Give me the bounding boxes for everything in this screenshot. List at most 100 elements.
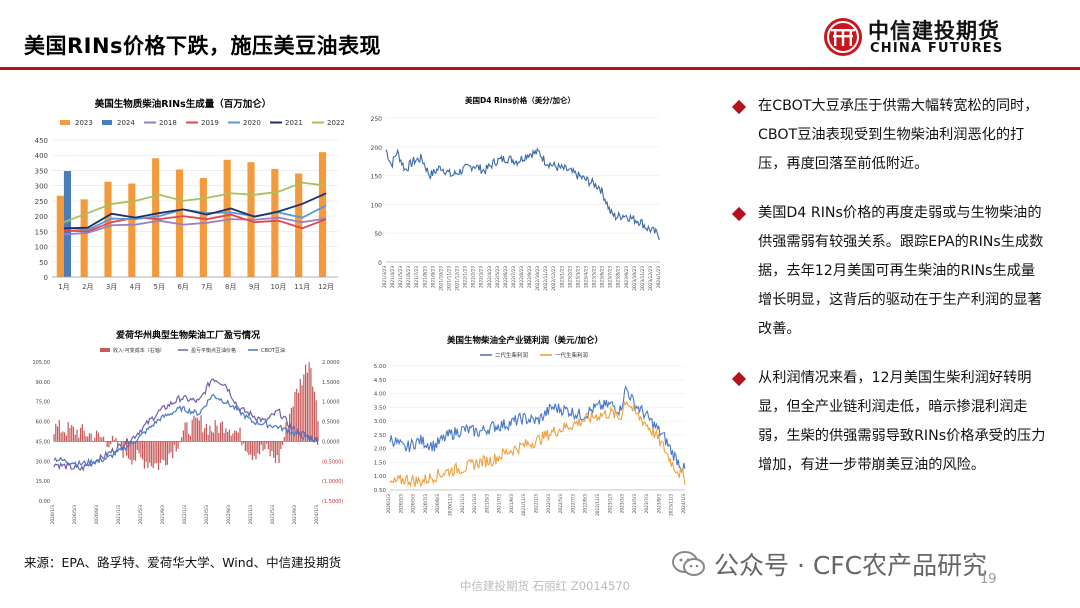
right-y-tick-label: 1.0000 [322,400,340,406]
margin-bar [228,429,231,442]
left-y-tick-label: 0.00 [39,499,50,505]
margin-bar [266,441,268,444]
margin-bar [165,441,167,466]
price-line [385,147,661,240]
margin-bar [87,436,89,442]
margin-bar [242,441,245,444]
x-tick-label: 2022/5/3 [204,505,210,525]
x-tick-label: 2022/4/23 [487,266,493,288]
margin-bar [172,441,174,459]
x-tick-label: 2022/5/3 [558,494,564,514]
margin-bar [106,441,108,448]
bar-2023 [104,181,112,277]
bullet-text: 美国D4 RINs价格的再度走弱或与生物柴油的供强需弱有较强关系。跟踪EPA的R… [758,205,1044,337]
margin-bar [111,435,114,442]
bullet-item: 从利润情况来看，12月美国生柴利润好转明显，但全产业链利润走低，暗示掺混利润走弱… [731,364,1048,480]
y-tick-label: 2.50 [374,433,387,439]
y-tick-label: 450 [35,137,48,145]
page-title: 美国RINs价格下跌，施压美豆油表现 [24,34,382,58]
x-tick-label: 2021/1/3 [460,494,466,514]
bar-2023 [318,152,327,277]
y-tick-label: 400 [35,152,48,160]
x-tick-label: 2020/9/3 [435,494,441,514]
bar-2023 [152,158,160,277]
x-tick-label: 2023/3/23 [575,266,581,288]
margin-bar [234,430,236,442]
y-tick-label: 250 [371,116,383,123]
margin-bar [150,441,153,467]
x-tick-label: 2021/9/23 [430,266,436,288]
margin-bar [306,372,308,442]
margin-bar [62,431,64,442]
margin-bar [175,441,177,452]
x-tick-label: 2023/12/23 [648,266,654,291]
cbot-line [53,393,319,467]
y-tick-label: 3.50 [374,405,387,411]
margin-bar [211,431,213,442]
y-tick-label: 50 [374,231,382,238]
x-tick-label: 2022/1/23 [463,266,469,288]
margin-bar [250,441,252,455]
margin-bar [273,441,275,458]
margin-bar [124,441,126,445]
x-tick-label: 2021/3/3 [472,494,478,514]
legend-label: 收入-可变成本（右轴） [113,347,165,354]
x-tick-label: 2021/1/3 [116,505,122,525]
x-tick-label: 2020/1/3 [50,505,56,525]
source-note: 来源：EPA、路孚特、爱荷华大学、Wind、中信建投期货 [24,555,342,570]
x-tick-label: 2022/1/3 [182,505,188,525]
margin-bar [235,431,238,442]
margin-bar [189,435,192,442]
bar-2023 [295,173,303,277]
margin-bar [140,441,142,458]
x-tick-label: 2023/3/3 [620,494,626,514]
x-tick-label: 2022/9/23 [527,266,533,288]
d4-rins-price-chart: 美国D4 Rins价格（美分/加仑） 0 50 100 150 200 250 2021/3/… [371,95,662,291]
x-tick-label: 6月 [177,283,188,291]
margin-bar [248,441,250,455]
margin-bar [74,434,76,442]
x-tick-label: 2021/10/23 [438,266,444,291]
x-tick-label: 2021/9/3 [509,494,515,514]
bar-2023 [80,199,88,277]
right-y-tick-label: 2.0000 [322,360,340,366]
margin-bar [113,439,115,442]
commentary-bullets: 在CBOT大豆承压于供需大幅转宽松的同时，CBOT豆油表现受到生物柴油利润恶化的… [731,92,1048,500]
y-tick-label: 2.00 [374,447,387,453]
left-y-tick-label: 105.00 [33,360,51,366]
margin-bar [198,420,200,442]
margin-bar [216,425,218,442]
x-tick-label: 2023/5/3 [270,505,276,525]
margin-bar [303,374,305,442]
x-tick-label: 2021/5/3 [138,505,144,525]
margin-bar [170,441,172,453]
margin-bar [292,406,294,442]
x-tick-label: 3月 [106,283,117,291]
x-tick-label: 2022/9/3 [583,494,589,514]
margin-bar [221,421,223,442]
left-y-tick-label: 60.00 [36,420,50,426]
x-tick-label: 2023/10/23 [632,266,638,291]
chart-title: 美国生物柴油全产业链利润（美元/加仑） [447,335,603,346]
footer-author: 中信建投期货 石丽红 Z0014570 [460,579,630,593]
x-tick-label: 2023/5/3 [632,494,638,514]
margin-bar [258,441,261,455]
line-2019 [63,213,327,233]
margin-bar [290,407,293,442]
x-tick-label: 2021/5/23 [398,266,404,288]
x-tick-label: 2022/1/3 [534,494,540,514]
y-tick-label: 350 [35,167,48,175]
x-tick-label: 2024/1/3 [681,494,687,514]
legend-swatch [100,348,110,352]
x-tick-label: 2021/3/23 [382,266,388,288]
x-tick-label: 2022/3/23 [479,266,485,288]
x-tick-label: 2021/6/23 [406,266,412,288]
margin-bar [85,436,87,442]
margin-bar [79,427,82,442]
margin-bar [296,388,298,442]
x-tick-label: 2022/11/23 [543,266,549,291]
right-y-tick-label: 1.5000 [322,380,340,386]
margin-bar [97,432,99,442]
y-tick-label: 150 [371,174,383,181]
x-tick-label: 2023/11/23 [640,266,646,291]
